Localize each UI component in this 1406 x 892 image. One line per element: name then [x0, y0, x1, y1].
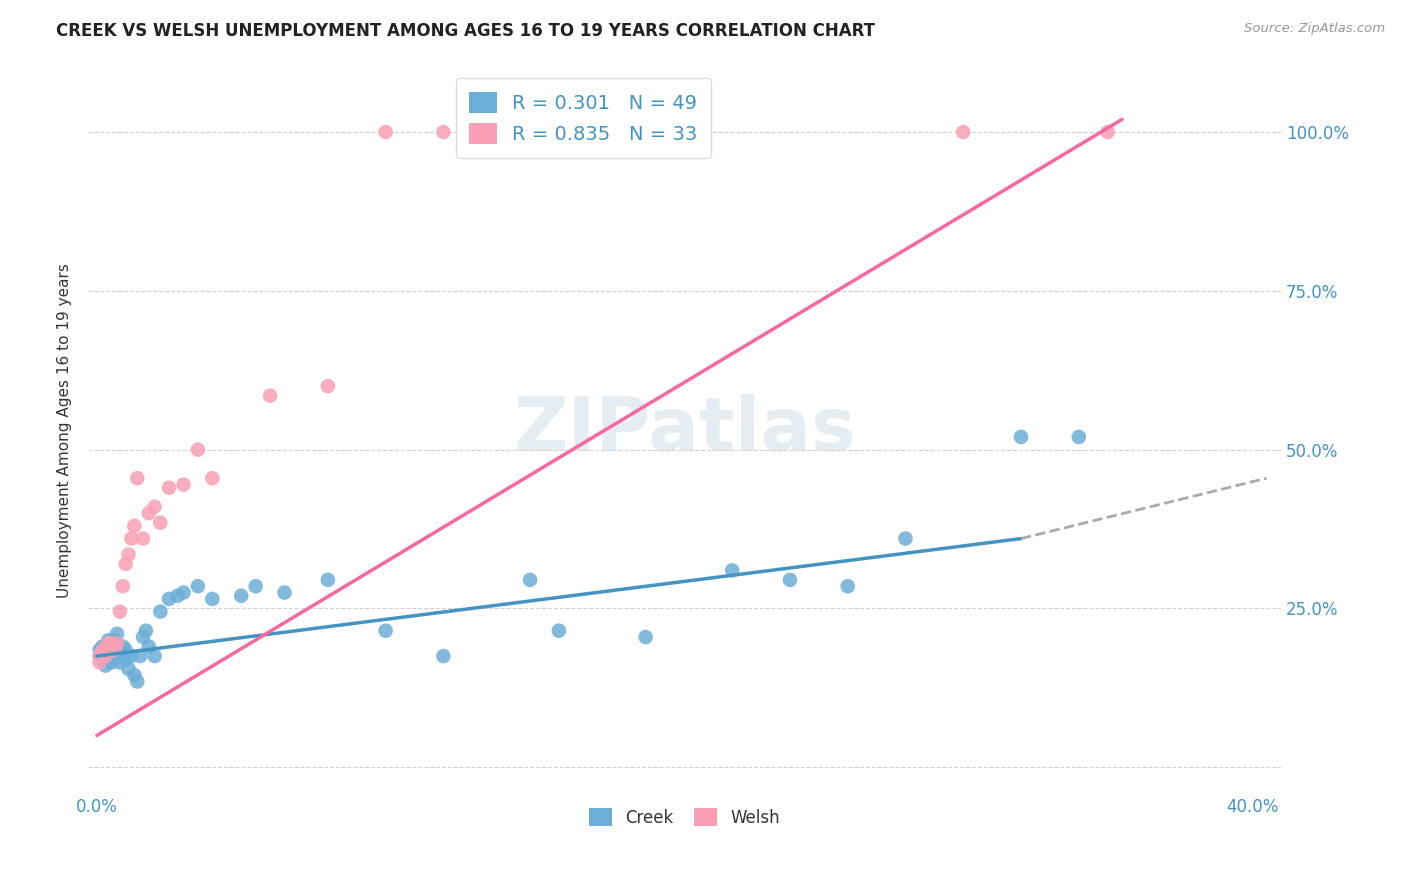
Point — [97, 640, 120, 654]
Point — [187, 579, 209, 593]
Y-axis label: Unemployment Among Ages 16 to 19 years: Unemployment Among Ages 16 to 19 years — [58, 263, 72, 598]
Point — [94, 646, 117, 660]
Point — [1097, 125, 1119, 139]
Point — [108, 649, 131, 664]
Point — [1067, 430, 1090, 444]
Point — [132, 630, 155, 644]
Point — [157, 591, 180, 606]
Point — [129, 649, 152, 664]
Point — [138, 506, 160, 520]
Point — [114, 642, 136, 657]
Point — [432, 649, 454, 664]
Point — [157, 481, 180, 495]
Text: ZIPatlas: ZIPatlas — [513, 394, 856, 467]
Point — [201, 591, 224, 606]
Point — [432, 125, 454, 139]
Point — [374, 624, 396, 638]
Point — [103, 642, 125, 657]
Point — [143, 649, 166, 664]
Point — [111, 579, 134, 593]
Point — [1010, 430, 1032, 444]
Point — [89, 656, 111, 670]
Point — [94, 649, 117, 664]
Point — [91, 640, 114, 654]
Point — [316, 573, 339, 587]
Point — [124, 519, 146, 533]
Point — [105, 636, 128, 650]
Point — [138, 640, 160, 654]
Point — [114, 652, 136, 666]
Point — [374, 125, 396, 139]
Point — [103, 633, 125, 648]
Point — [634, 630, 657, 644]
Text: Source: ZipAtlas.com: Source: ZipAtlas.com — [1244, 22, 1385, 36]
Point — [149, 605, 172, 619]
Point — [172, 585, 194, 599]
Point — [117, 548, 139, 562]
Text: CREEK VS WELSH UNEMPLOYMENT AMONG AGES 16 TO 19 YEARS CORRELATION CHART: CREEK VS WELSH UNEMPLOYMENT AMONG AGES 1… — [56, 22, 876, 40]
Point — [172, 477, 194, 491]
Point — [316, 379, 339, 393]
Point — [166, 589, 188, 603]
Point — [894, 532, 917, 546]
Point — [121, 649, 143, 664]
Point — [105, 649, 128, 664]
Point — [103, 642, 125, 657]
Point — [519, 573, 541, 587]
Point — [91, 649, 114, 664]
Point — [548, 624, 571, 638]
Point — [952, 125, 974, 139]
Point — [94, 642, 117, 657]
Point — [100, 642, 122, 657]
Point — [779, 573, 801, 587]
Point — [721, 563, 744, 577]
Point — [100, 656, 122, 670]
Point — [97, 636, 120, 650]
Point — [89, 649, 111, 664]
Point — [89, 642, 111, 657]
Point — [273, 585, 295, 599]
Point — [245, 579, 267, 593]
Point — [91, 652, 114, 666]
Legend: Creek, Welsh: Creek, Welsh — [581, 799, 789, 835]
Point — [108, 656, 131, 670]
Point — [664, 125, 686, 139]
Point — [127, 471, 149, 485]
Point — [111, 640, 134, 654]
Point — [135, 624, 157, 638]
Point — [132, 532, 155, 546]
Point — [143, 500, 166, 514]
Point — [127, 674, 149, 689]
Point — [837, 579, 859, 593]
Point — [91, 642, 114, 657]
Point — [124, 668, 146, 682]
Point — [259, 389, 281, 403]
Point — [121, 532, 143, 546]
Point — [94, 658, 117, 673]
Point — [100, 636, 122, 650]
Point — [100, 649, 122, 664]
Point — [105, 627, 128, 641]
Point — [149, 516, 172, 530]
Point — [108, 605, 131, 619]
Point — [114, 557, 136, 571]
Point — [89, 649, 111, 664]
Point — [117, 662, 139, 676]
Point — [187, 442, 209, 457]
Point — [201, 471, 224, 485]
Point — [97, 633, 120, 648]
Point — [231, 589, 253, 603]
